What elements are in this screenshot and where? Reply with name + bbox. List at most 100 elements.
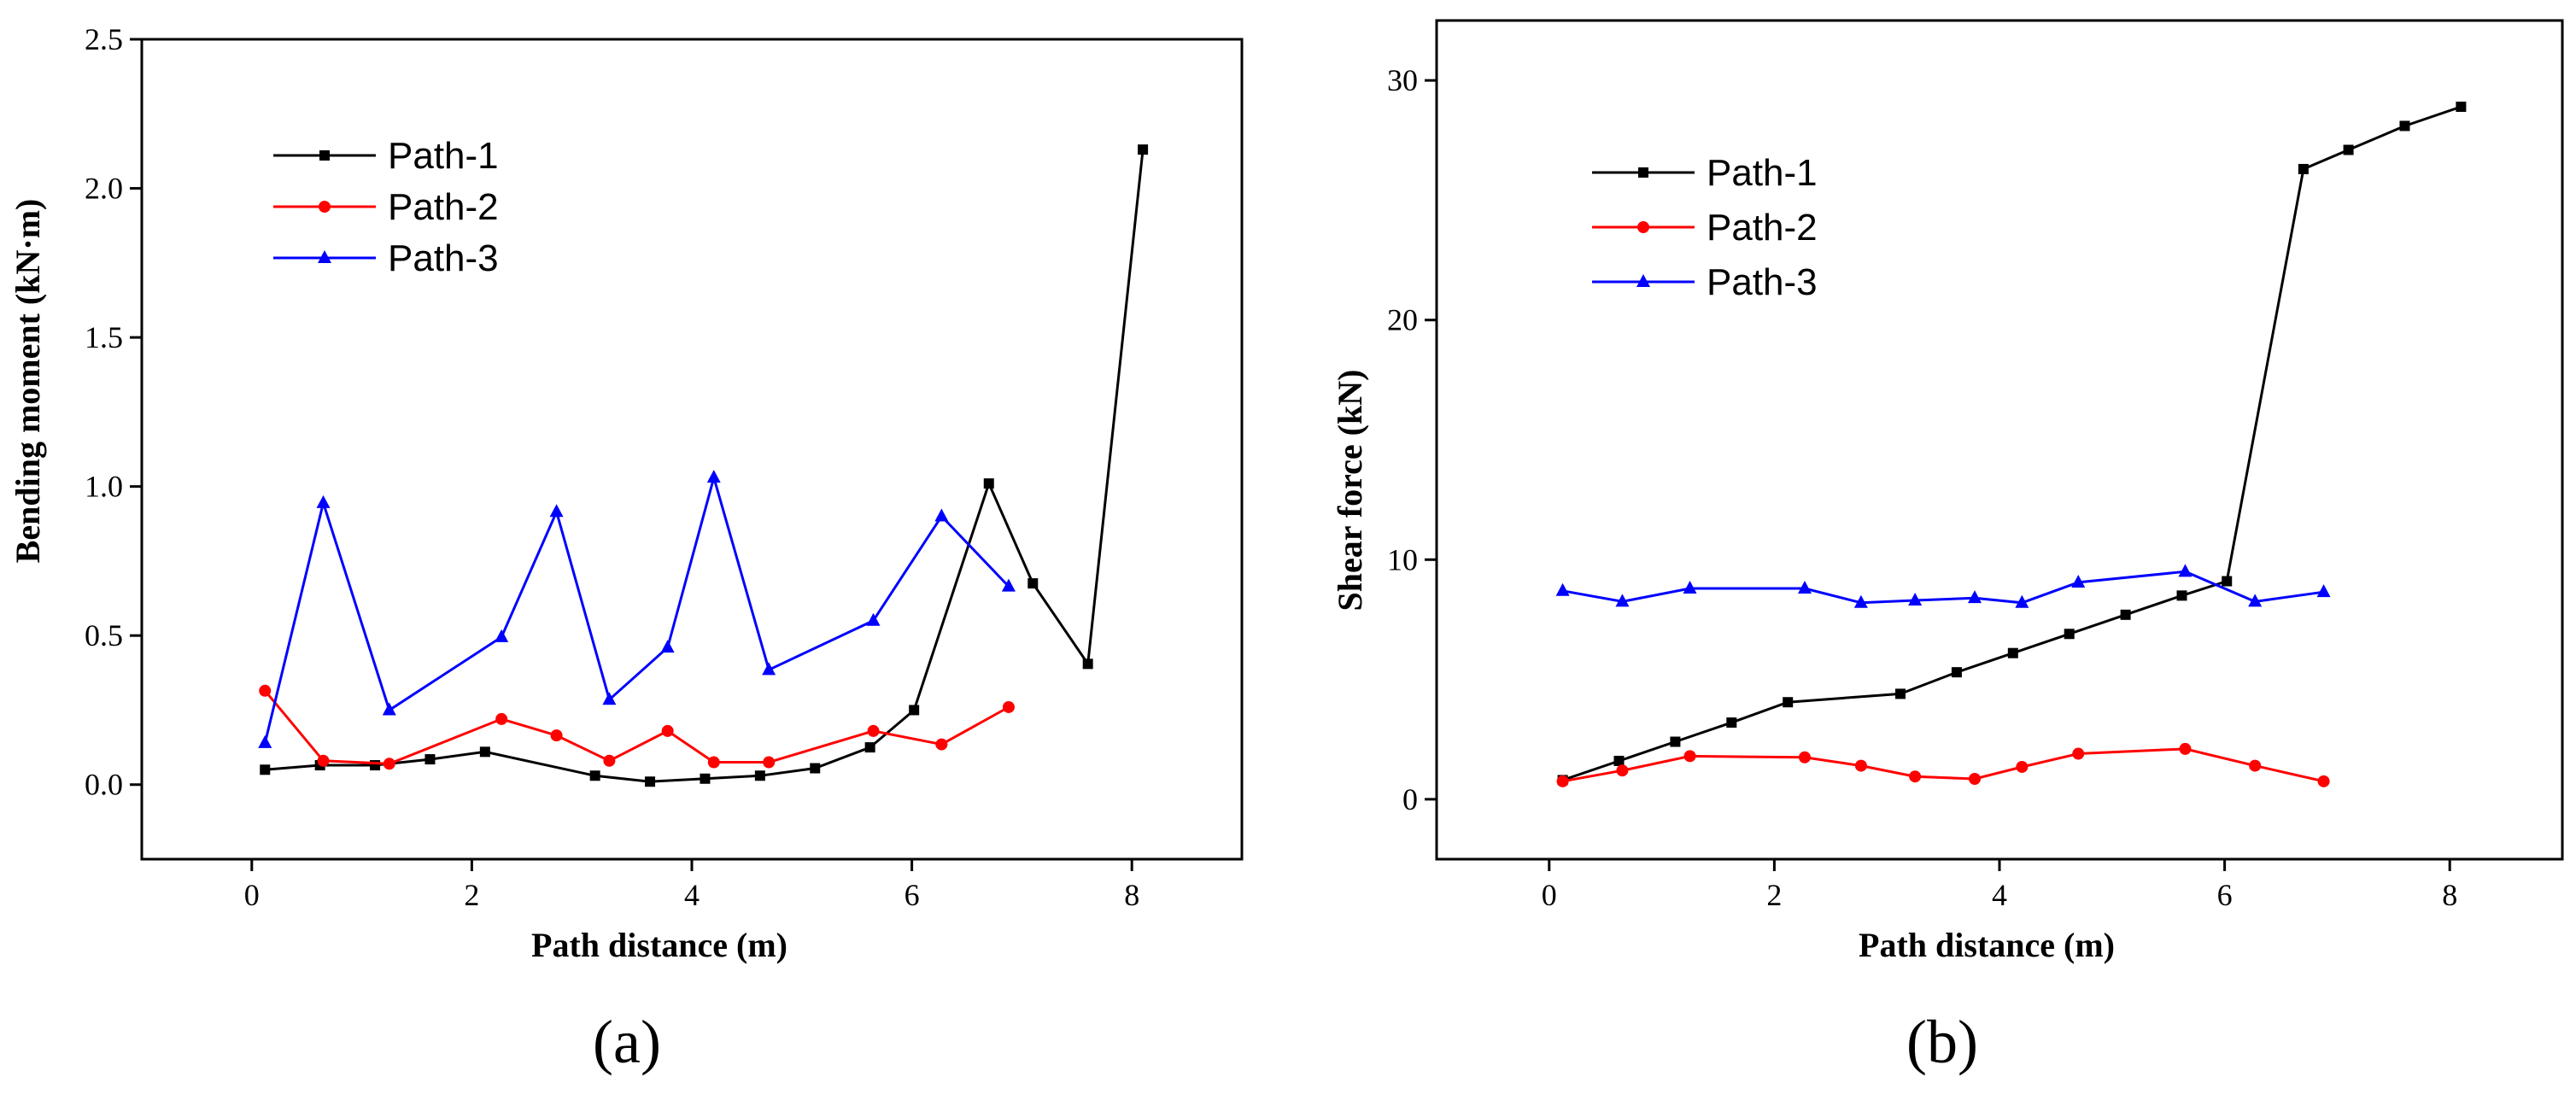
chart-b-x-tick-label: 6: [2217, 878, 2233, 912]
chart-a-point-path-3: [706, 470, 721, 483]
chart-a-point-path-2: [550, 729, 563, 742]
chart-b-point-path-1: [1726, 717, 1737, 728]
chart-b-point-path-3: [2316, 584, 2331, 598]
chart-a-point-path-1: [700, 773, 711, 784]
chart-a-x-tick-label: 0: [244, 878, 260, 912]
chart-a-point-path-1: [754, 770, 765, 781]
chart-a-point-path-3: [1001, 578, 1016, 592]
chart-a-legend-label-path-1: Path-1: [388, 135, 499, 177]
chart-a-point-path-2: [1002, 700, 1015, 713]
chart-b-legend-marker-path-1: [1638, 167, 1648, 178]
chart-a-point-path-2: [661, 724, 674, 737]
chart-b-x-tick-label: 2: [1766, 878, 1782, 912]
chart-b-point-path-3: [1683, 580, 1697, 594]
chart-a-point-path-1: [589, 770, 600, 781]
chart-a-x-tick-label: 6: [905, 878, 920, 912]
chart-a-x-axis-title: Path distance (m): [531, 926, 787, 964]
chart-a-series-line-path-1: [265, 149, 1145, 783]
chart-a-legend-label-path-3: Path-3: [388, 237, 499, 279]
chart-b-legend-label-path-2: Path-2: [1707, 207, 1818, 249]
panel-label-b: (b): [1906, 1008, 1978, 1076]
chart-a-point-path-1: [260, 764, 271, 775]
chart-a-point-path-3: [660, 640, 675, 653]
chart-a-point-path-3: [602, 692, 617, 705]
chart-a-legend-marker-path-3: [318, 250, 331, 263]
chart-b-point-path-3: [1853, 594, 1868, 608]
chart-a-point-path-3: [258, 734, 272, 748]
chart-b-legend-marker-path-3: [1636, 274, 1650, 287]
chart-a-legend-marker-path-2: [319, 201, 331, 213]
chart-a-y-axis-title: Bending moment (kN·m): [9, 199, 47, 564]
chart-b-x-tick-label: 4: [1992, 878, 2007, 912]
chart-b-point-path-1: [1613, 755, 1625, 766]
chart-b-legend-label-path-1: Path-1: [1707, 152, 1818, 194]
chart-b-point-path-1: [2343, 144, 2354, 155]
chart-b: 0 2 4 6 8 0 10 20 30 Path distance (m) Shear for…: [1331, 19, 2564, 964]
chart-a-point-path-3: [382, 702, 396, 716]
chart-b-point-path-1: [2222, 576, 2233, 587]
chart-b-x-axis-title: Path distance (m): [1859, 926, 2115, 964]
chart-b-point-path-2: [2317, 775, 2330, 787]
chart-b-point-path-3: [1797, 580, 1812, 594]
chart-a-y-tick-label: 0.0: [85, 768, 123, 802]
chart-b-y-tick-label: 20: [1387, 303, 1418, 337]
chart-b-y-tick-label: 0: [1402, 782, 1418, 816]
chart-b-point-path-1: [2176, 590, 2187, 601]
chart-b-legend-marker-path-2: [1637, 221, 1649, 233]
chart-b-point-path-1: [1895, 688, 1906, 699]
chart-b-point-path-1: [2120, 609, 2131, 620]
chart-b-point-path-3: [2015, 594, 2029, 608]
chart-a-point-path-2: [317, 754, 330, 767]
chart-b-point-path-2: [1616, 764, 1629, 777]
chart-a-point-path-2: [603, 754, 616, 767]
chart-a-point-path-1: [1082, 658, 1093, 670]
chart-a-legend-marker-path-1: [319, 150, 330, 161]
chart-a-point-path-2: [935, 738, 948, 751]
chart-b-point-path-1: [1670, 736, 1681, 747]
chart-a-point-path-3: [934, 508, 949, 522]
chart-a-point-path-3: [316, 494, 331, 508]
chart-b-point-path-3: [1555, 582, 1570, 596]
chart-a-y-tick-label: 1.0: [85, 470, 123, 504]
panel-label-a: (a): [593, 1008, 661, 1076]
chart-b-point-path-1: [1783, 697, 1794, 708]
chart-b-y-tick-label: 10: [1387, 542, 1418, 576]
chart-a-point-path-2: [383, 758, 395, 770]
chart-a-point-path-3: [866, 612, 881, 626]
chart-b-point-path-2: [2249, 759, 2262, 772]
chart-b-point-path-3: [1968, 590, 1982, 604]
chart-b-y-tick-label: 30: [1387, 63, 1418, 97]
chart-a-point-path-1: [909, 705, 920, 716]
chart-a-x-tick-label: 8: [1124, 878, 1139, 912]
chart-b-ticks-layer: 0 2 4 6 8 0 10 20 30: [1387, 63, 2457, 912]
chart-b-point-path-3: [1908, 592, 1923, 606]
chart-b-legend-label-path-3: Path-3: [1707, 261, 1818, 303]
chart-a-y-tick-label: 2.5: [85, 22, 123, 56]
chart-b-point-path-2: [2179, 742, 2192, 755]
chart-a-point-path-3: [762, 662, 776, 676]
chart-a-series-layer: [258, 144, 1149, 787]
chart-a-point-path-1: [424, 754, 436, 765]
chart-b-plot-frame: [1435, 19, 2564, 861]
chart-a-point-path-1: [370, 760, 381, 771]
chart-a-series-line-path-2: [264, 689, 1010, 765]
chart-a-y-tick-label: 0.5: [85, 618, 123, 652]
chart-a-x-tick-label: 2: [464, 878, 479, 912]
chart-a-point-path-1: [1138, 144, 1149, 155]
chart-a-series-line-path-3: [263, 472, 1010, 744]
chart-b-point-path-1: [2456, 102, 2467, 113]
chart-a-point-path-2: [867, 724, 880, 737]
chart-b-point-path-2: [1556, 775, 1569, 787]
chart-b-legend: Path-1 Path-2 Path-3: [1592, 152, 1818, 303]
chart-b-point-path-2: [1909, 770, 1922, 783]
chart-a-legend: Path-1 Path-2 Path-3: [273, 135, 499, 279]
chart-b-point-path-3: [1615, 594, 1630, 607]
chart-a-ticks-layer: 0 2 4 6 8 0.0 0.5 1.0 1.5 2.0 2.5: [85, 22, 1139, 912]
chart-a-point-path-2: [259, 684, 272, 697]
chart-b-point-path-2: [2072, 747, 2085, 760]
chart-b-point-path-2: [1854, 759, 1867, 772]
chart-b-point-path-3: [2178, 564, 2193, 577]
chart-a-point-path-3: [495, 629, 509, 642]
chart-a-point-path-1: [983, 478, 994, 489]
